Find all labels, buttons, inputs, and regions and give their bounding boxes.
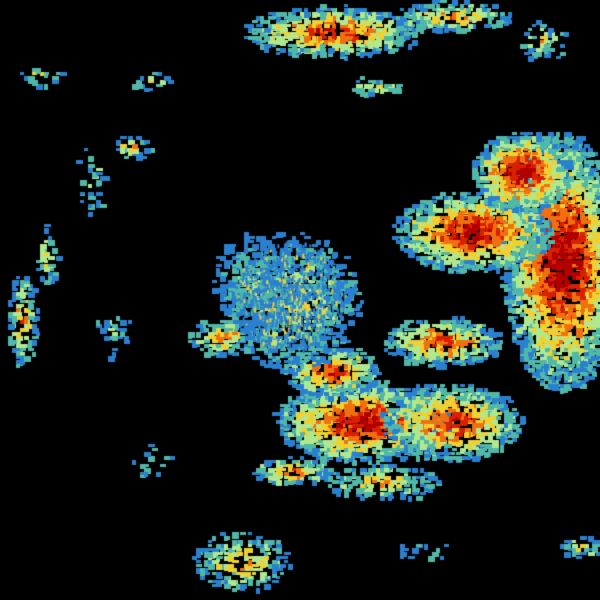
radar-reflectivity-image: [0, 0, 600, 600]
